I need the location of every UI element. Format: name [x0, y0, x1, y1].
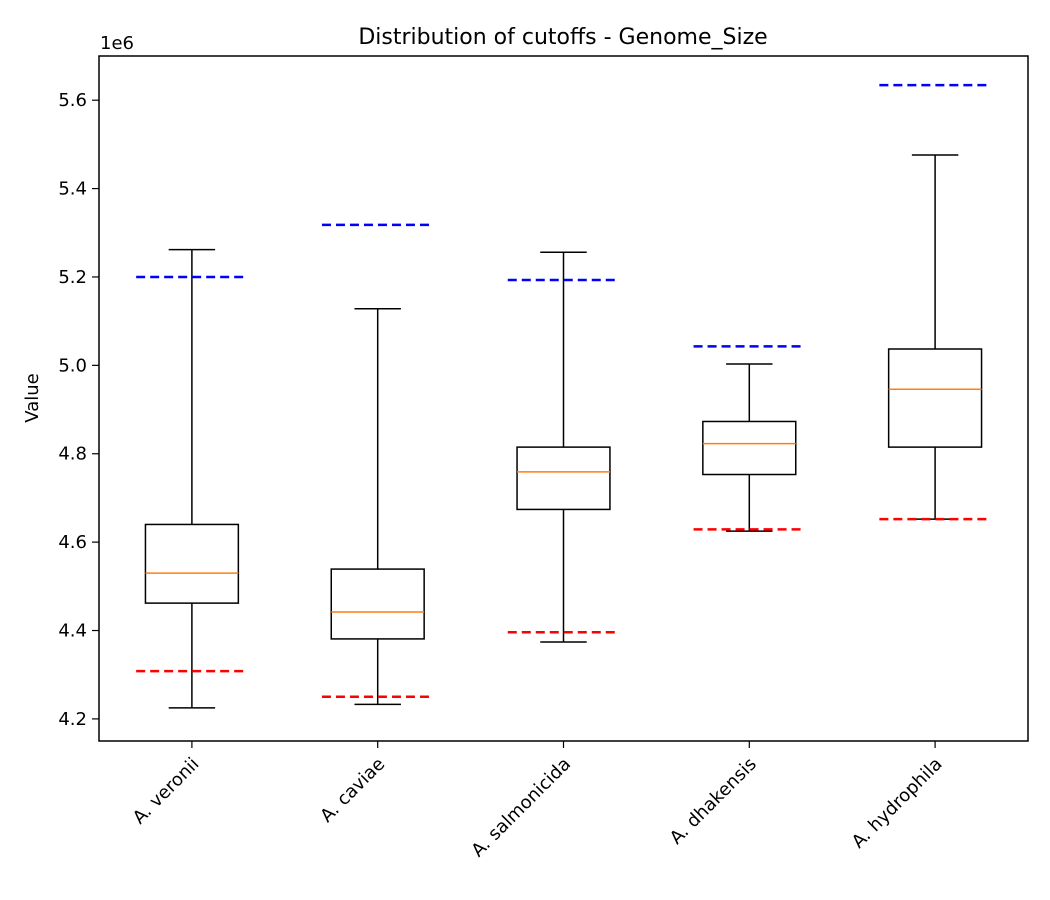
iqr-box — [887, 348, 983, 448]
y-tick-label: 4.4 — [58, 621, 87, 642]
y-tick-label: 4.2 — [58, 709, 87, 730]
iqr-box — [144, 523, 240, 604]
box-group — [321, 223, 434, 706]
y-tick-label: 5.0 — [58, 355, 87, 376]
chart-title: Distribution of cutoffs - Genome_Size — [358, 25, 767, 50]
plot-area — [136, 83, 991, 709]
x-tick-label: A. salmonicida — [467, 754, 575, 862]
box-group — [879, 83, 991, 521]
y-tick-label: 5.6 — [58, 90, 87, 111]
box-group — [693, 345, 806, 532]
y-tick-label: 5.4 — [58, 179, 87, 200]
box-group — [507, 251, 620, 643]
y-tick-label: 5.2 — [58, 267, 87, 288]
x-tick-label: A. dhakensis — [666, 754, 761, 849]
box-group — [136, 248, 248, 709]
y-tick-label: 4.8 — [58, 444, 87, 465]
y-axis-label: Value — [22, 373, 43, 422]
x-tick-label: A. hydrophila — [848, 754, 947, 853]
iqr-box — [516, 446, 611, 511]
y-axis-scale-note: 1e6 — [100, 33, 134, 54]
iqr-box — [702, 420, 797, 476]
y-tick-label: 4.6 — [58, 532, 87, 553]
x-tick-label: A. veronii — [129, 754, 204, 829]
x-tick-label: A. caviae — [316, 754, 389, 827]
iqr-box — [330, 568, 425, 640]
